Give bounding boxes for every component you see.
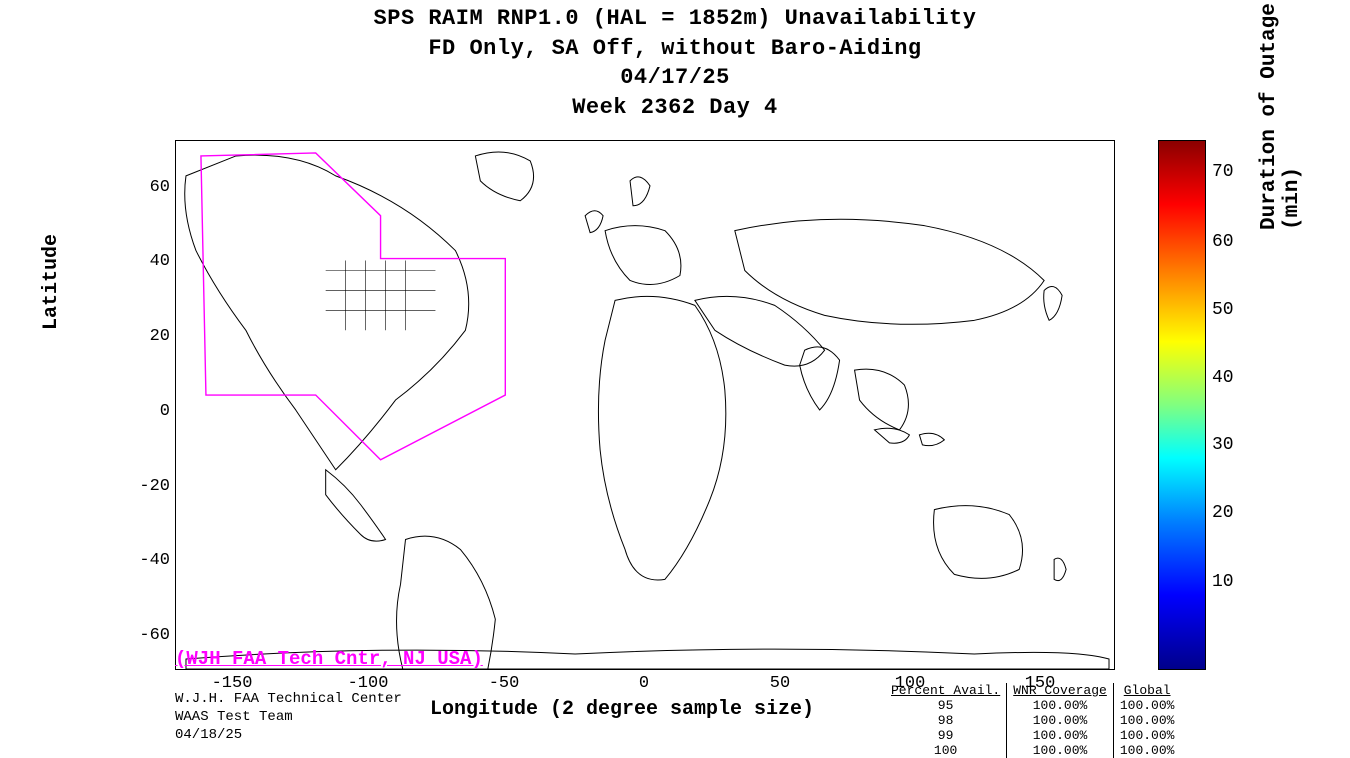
title-date: 04/17/25 bbox=[0, 63, 1350, 93]
cbar-tick-20: 20 bbox=[1212, 503, 1234, 523]
stats-100-global: 100.00% bbox=[1113, 743, 1180, 758]
stats-100-wnr: 100.00% bbox=[1007, 743, 1114, 758]
ytick-40: 40 bbox=[138, 252, 170, 271]
ytick-neg20: -20 bbox=[138, 477, 170, 496]
availability-stats-table[interactable]: Percent Avail. WNR Coverage Global 95 10… bbox=[885, 683, 1180, 758]
stats-98-global: 100.00% bbox=[1113, 713, 1180, 728]
x-axis-label: Longitude (2 degree sample size) bbox=[430, 698, 814, 721]
stats-95-global: 100.00% bbox=[1113, 698, 1180, 713]
cbar-tick-50: 50 bbox=[1212, 300, 1234, 320]
ytick-0: 0 bbox=[138, 402, 170, 421]
cbar-tick-60: 60 bbox=[1212, 232, 1234, 252]
stats-header-global: Global bbox=[1113, 683, 1180, 698]
cbar-tick-10: 10 bbox=[1212, 572, 1234, 592]
xtick-0: 0 bbox=[614, 674, 674, 693]
xtick-neg50: -50 bbox=[474, 674, 534, 693]
colorbar-title: Duration of Outage (min) bbox=[1258, 0, 1304, 230]
stats-99-percent: 99 bbox=[885, 728, 1007, 743]
footer-line-2: WAAS Test Team bbox=[175, 708, 402, 726]
ytick-60: 60 bbox=[138, 178, 170, 197]
title-line-2: FD Only, SA Off, without Baro-Aiding bbox=[0, 34, 1350, 64]
y-axis-label: Latitude bbox=[40, 234, 63, 330]
cbar-tick-40: 40 bbox=[1212, 368, 1234, 388]
stats-row-99: 99 100.00% 100.00% bbox=[885, 728, 1180, 743]
stats-header-wnr: WNR Coverage bbox=[1007, 683, 1114, 698]
stats-99-wnr: 100.00% bbox=[1007, 728, 1114, 743]
footer-credit-block: W.J.H. FAA Technical Center WAAS Test Te… bbox=[175, 690, 402, 745]
stats-row-95: 95 100.00% 100.00% bbox=[885, 698, 1180, 713]
chart-title-block: SPS RAIM RNP1.0 (HAL = 1852m) Unavailabi… bbox=[0, 4, 1350, 123]
stats-row-98: 98 100.00% 100.00% bbox=[885, 713, 1180, 728]
stats-98-percent: 98 bbox=[885, 713, 1007, 728]
stats-header-percent: Percent Avail. bbox=[885, 683, 1007, 698]
stats-98-wnr: 100.00% bbox=[1007, 713, 1114, 728]
stats-95-percent: 95 bbox=[885, 698, 1007, 713]
stats-99-global: 100.00% bbox=[1113, 728, 1180, 743]
colorbar-gradient bbox=[1158, 140, 1206, 670]
ytick-neg40: -40 bbox=[138, 551, 170, 570]
waas-annotation-text: (WJH FAA Tech Cntr, NJ USA) bbox=[175, 648, 483, 670]
stats-100-percent: 100 bbox=[885, 743, 1007, 758]
stats-row-100: 100 100.00% 100.00% bbox=[885, 743, 1180, 758]
world-map-svg bbox=[176, 141, 1114, 669]
title-week: Week 2362 Day 4 bbox=[0, 93, 1350, 123]
xtick-50: 50 bbox=[750, 674, 810, 693]
ytick-neg60: -60 bbox=[138, 626, 170, 645]
footer-line-1: W.J.H. FAA Technical Center bbox=[175, 690, 402, 708]
stats-95-wnr: 100.00% bbox=[1007, 698, 1114, 713]
world-map-plot[interactable] bbox=[175, 140, 1115, 670]
footer-line-3: 04/18/25 bbox=[175, 726, 402, 744]
title-line-1: SPS RAIM RNP1.0 (HAL = 1852m) Unavailabi… bbox=[0, 4, 1350, 34]
cbar-tick-70: 70 bbox=[1212, 162, 1234, 182]
colorbar-widget[interactable] bbox=[1158, 140, 1206, 670]
cbar-tick-30: 30 bbox=[1212, 435, 1234, 455]
ytick-20: 20 bbox=[138, 327, 170, 346]
